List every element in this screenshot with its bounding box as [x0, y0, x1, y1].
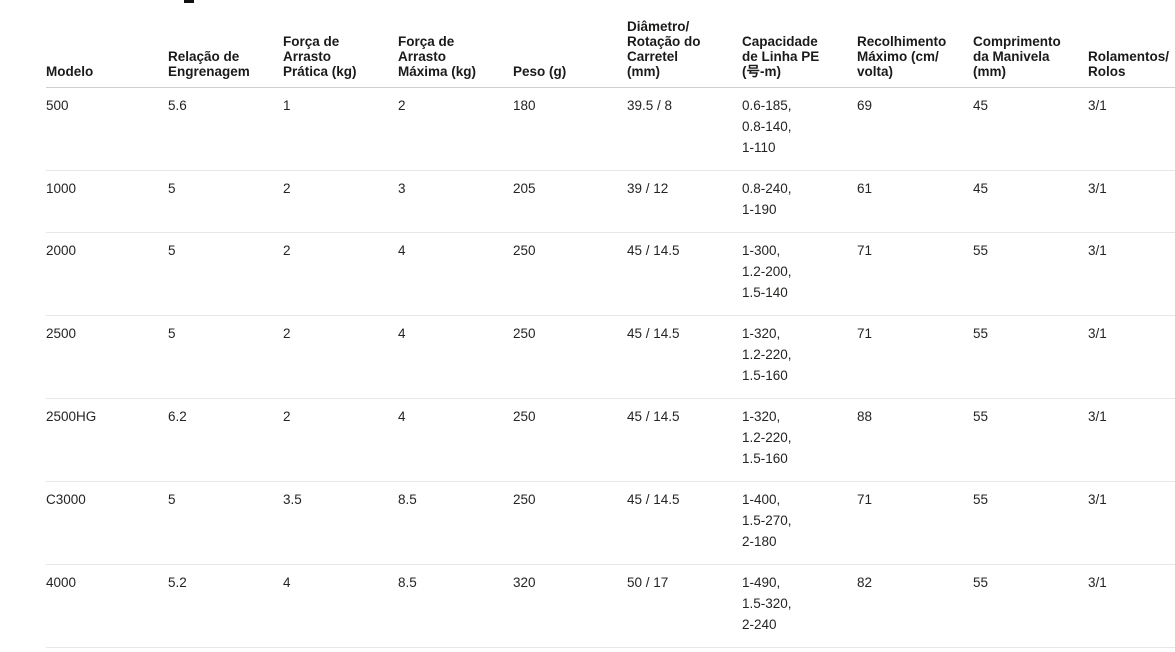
- model-cell: 2500: [46, 315, 168, 399]
- table-cell: 180: [513, 87, 627, 171]
- table-row: C3000 5 3.5 8.5 250 45 / 14.5 1-400, 1.5-270, …: [46, 481, 1175, 565]
- table-cell: 71: [857, 315, 973, 399]
- table-cell: 1: [283, 87, 398, 171]
- table-cell: 45: [973, 87, 1088, 171]
- table-cell: 5: [168, 232, 283, 316]
- table-cell: 71: [857, 481, 973, 565]
- reel-spec-table: Modelo Relação de Engrenagem Força de Arra…: [46, 0, 1175, 648]
- table-row: 1000 5 2 3 205 39 / 12 0.8-240, 1-190 61 45 3/1: [46, 170, 1175, 233]
- model-cell: 2000: [46, 232, 168, 316]
- table-cell: 3/1: [1088, 232, 1175, 316]
- table-cell: 5: [168, 170, 283, 233]
- table-cell: 5.6: [168, 87, 283, 171]
- table-cell: 6.2: [168, 398, 283, 482]
- table-cell: 4: [398, 398, 513, 482]
- table-cell: 4: [398, 315, 513, 399]
- table-cell: 2: [283, 315, 398, 399]
- column-header: Modelo: [46, 0, 168, 88]
- table-cell: 61: [857, 170, 973, 233]
- table-cell: 45 / 14.5: [627, 398, 742, 482]
- table-cell: 3/1: [1088, 87, 1175, 171]
- column-header: Peso (g): [513, 0, 627, 88]
- table-cell: 320: [513, 564, 627, 648]
- table-cell: 45 / 14.5: [627, 232, 742, 316]
- table-cell: 0.6-185, 0.8-140, 1-110: [742, 87, 857, 171]
- table-cell: 1-320, 1.2-220, 1.5-160: [742, 315, 857, 399]
- table-header-row: Modelo Relação de Engrenagem Força de Arra…: [46, 0, 1175, 88]
- table-cell: 5: [168, 315, 283, 399]
- table-cell: 2: [283, 398, 398, 482]
- table-cell: 2: [398, 87, 513, 171]
- model-cell: 2500HG: [46, 398, 168, 482]
- table-cell: 55: [973, 481, 1088, 565]
- table-cell: 0.8-240, 1-190: [742, 170, 857, 233]
- cropped-text-artifact: [184, 0, 194, 3]
- table-cell: 3.5: [283, 481, 398, 565]
- table-cell: 1-490, 1.5-320, 2-240: [742, 564, 857, 648]
- column-header: Força de Arrasto Prática (kg): [283, 0, 398, 88]
- column-header: Capacidade de Linha PE (号-m): [742, 0, 857, 88]
- table-cell: 55: [973, 315, 1088, 399]
- table-cell: 88: [857, 398, 973, 482]
- table-row: 4000 5.2 4 8.5 320 50 / 17 1-490, 1.5-320, 2-2…: [46, 564, 1175, 648]
- table-cell: 8.5: [398, 481, 513, 565]
- column-header: Rolamentos/ Rolos: [1088, 0, 1175, 88]
- column-header: Diâmetro/ Rotação do Carretel (mm): [627, 0, 742, 88]
- table-cell: 45 / 14.5: [627, 481, 742, 565]
- table-cell: 4: [398, 232, 513, 316]
- table-cell: 205: [513, 170, 627, 233]
- table-cell: 3/1: [1088, 398, 1175, 482]
- table-cell: 3/1: [1088, 170, 1175, 233]
- model-cell: 500: [46, 87, 168, 171]
- column-header: Força de Arrasto Máxima (kg): [398, 0, 513, 88]
- table-cell: 45: [973, 170, 1088, 233]
- table-cell: 3/1: [1088, 564, 1175, 648]
- table-cell: 55: [973, 564, 1088, 648]
- table-cell: 250: [513, 315, 627, 399]
- table-cell: 8.5: [398, 564, 513, 648]
- table-cell: 250: [513, 232, 627, 316]
- table-cell: 39.5 / 8: [627, 87, 742, 171]
- table-cell: 5: [168, 481, 283, 565]
- column-header: Recolhimento Máximo (cm/ volta): [857, 0, 973, 88]
- model-cell: 4000: [46, 564, 168, 648]
- table-cell: 71: [857, 232, 973, 316]
- table-cell: 50 / 17: [627, 564, 742, 648]
- table-cell: 3/1: [1088, 481, 1175, 565]
- table-cell: 55: [973, 232, 1088, 316]
- table-cell: 5.2: [168, 564, 283, 648]
- column-header: Comprimento da Manivela (mm): [973, 0, 1088, 88]
- table-row: 2500 5 2 4 250 45 / 14.5 1-320, 1.2-220, 1.5-1…: [46, 315, 1175, 399]
- model-cell: C3000: [46, 481, 168, 565]
- table-cell: 2: [283, 232, 398, 316]
- table-cell: 1-400, 1.5-270, 2-180: [742, 481, 857, 565]
- model-cell: 1000: [46, 170, 168, 233]
- table-cell: 82: [857, 564, 973, 648]
- table-cell: 39 / 12: [627, 170, 742, 233]
- table-cell: 4: [283, 564, 398, 648]
- table-cell: 45 / 14.5: [627, 315, 742, 399]
- table-cell: 1-320, 1.2-220, 1.5-160: [742, 398, 857, 482]
- table-cell: 250: [513, 398, 627, 482]
- table-cell: 250: [513, 481, 627, 565]
- table-cell: 3/1: [1088, 315, 1175, 399]
- table-cell: 2: [283, 170, 398, 233]
- table-row: 2500HG 6.2 2 4 250 45 / 14.5 1-320, 1.2-220, 1…: [46, 398, 1175, 482]
- column-header: Relação de Engrenagem: [168, 0, 283, 88]
- table-row: 2000 5 2 4 250 45 / 14.5 1-300, 1.2-200, 1.5-1…: [46, 232, 1175, 316]
- table-cell: 55: [973, 398, 1088, 482]
- table-cell: 69: [857, 87, 973, 171]
- table-cell: 1-300, 1.2-200, 1.5-140: [742, 232, 857, 316]
- table-row: 500 5.6 1 2 180 39.5 / 8 0.6-185, 0.8-140, 1-1…: [46, 87, 1175, 171]
- table-cell: 3: [398, 170, 513, 233]
